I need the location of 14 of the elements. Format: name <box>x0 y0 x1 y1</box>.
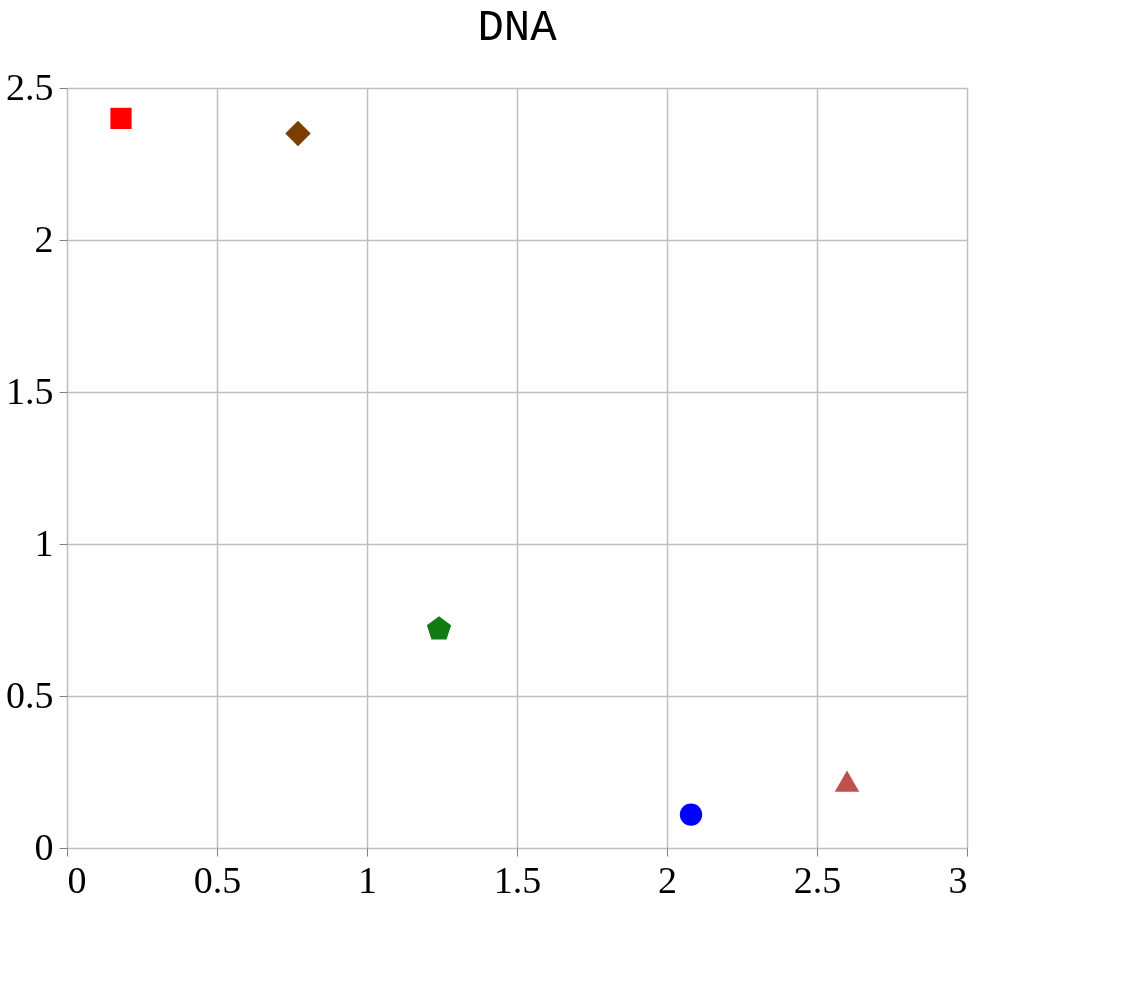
y-tick-label: 2.5 <box>6 65 54 108</box>
y-tick-label: 2 <box>34 217 54 260</box>
y-tick-label: 0 <box>34 825 54 868</box>
y-tick-label: 1.5 <box>6 369 54 412</box>
x-tick-label: 2 <box>658 858 677 901</box>
x-tick-label: 1 <box>358 858 377 901</box>
x-tick-label: 0 <box>67 858 87 901</box>
x-tick-label: 1.5 <box>493 858 542 901</box>
chart-title: DNA <box>477 3 558 53</box>
x-tick-label: 2.5 <box>793 858 842 901</box>
x-tick-label: 0.5 <box>193 858 242 901</box>
y-tick-label: 0.5 <box>6 673 54 716</box>
x-tick-label: 3 <box>948 858 968 901</box>
y-tick-label: 1 <box>34 521 54 564</box>
